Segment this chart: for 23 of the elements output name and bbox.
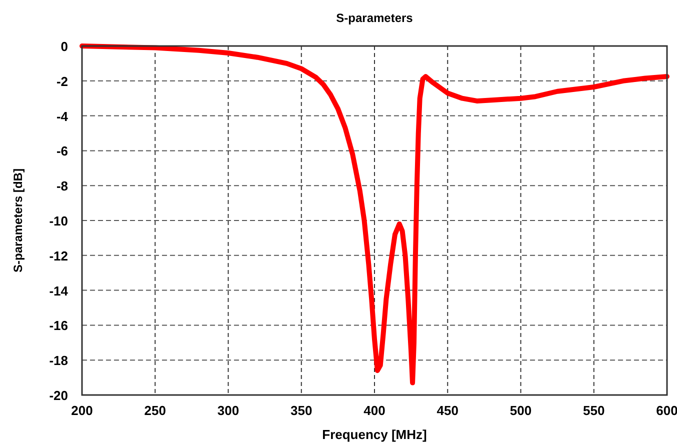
x-tick-label: 450 <box>436 403 458 418</box>
y-tick-label: -2 <box>56 74 68 89</box>
x-tick-label: 400 <box>364 403 386 418</box>
y-tick-label: 0 <box>60 39 68 54</box>
chart-title: S-parameters <box>336 11 414 25</box>
y-tick-label: -4 <box>56 108 69 124</box>
y-tick-label: -8 <box>56 178 68 194</box>
y-tick-label: -16 <box>49 318 68 334</box>
x-tick-label: 350 <box>290 403 312 418</box>
y-tick-label: -6 <box>56 144 68 159</box>
x-tick-label: 250 <box>144 403 166 418</box>
y-tick-label: -12 <box>49 248 68 264</box>
y-tick-label: -14 <box>49 283 69 298</box>
x-axis-title: Frequency [MHz] <box>322 427 427 442</box>
y-axis-title: S-parameters [dB] <box>11 168 25 273</box>
y-tick-label: -18 <box>49 353 68 368</box>
x-tick-label: 500 <box>510 403 532 418</box>
x-tick-label: 600 <box>656 403 677 418</box>
x-tick-label: 200 <box>71 403 93 418</box>
x-tick-label: 300 <box>217 403 240 418</box>
y-tick-label: -10 <box>49 214 68 228</box>
x-tick-label: 550 <box>583 403 605 418</box>
y-tick-label: -20 <box>49 388 68 403</box>
